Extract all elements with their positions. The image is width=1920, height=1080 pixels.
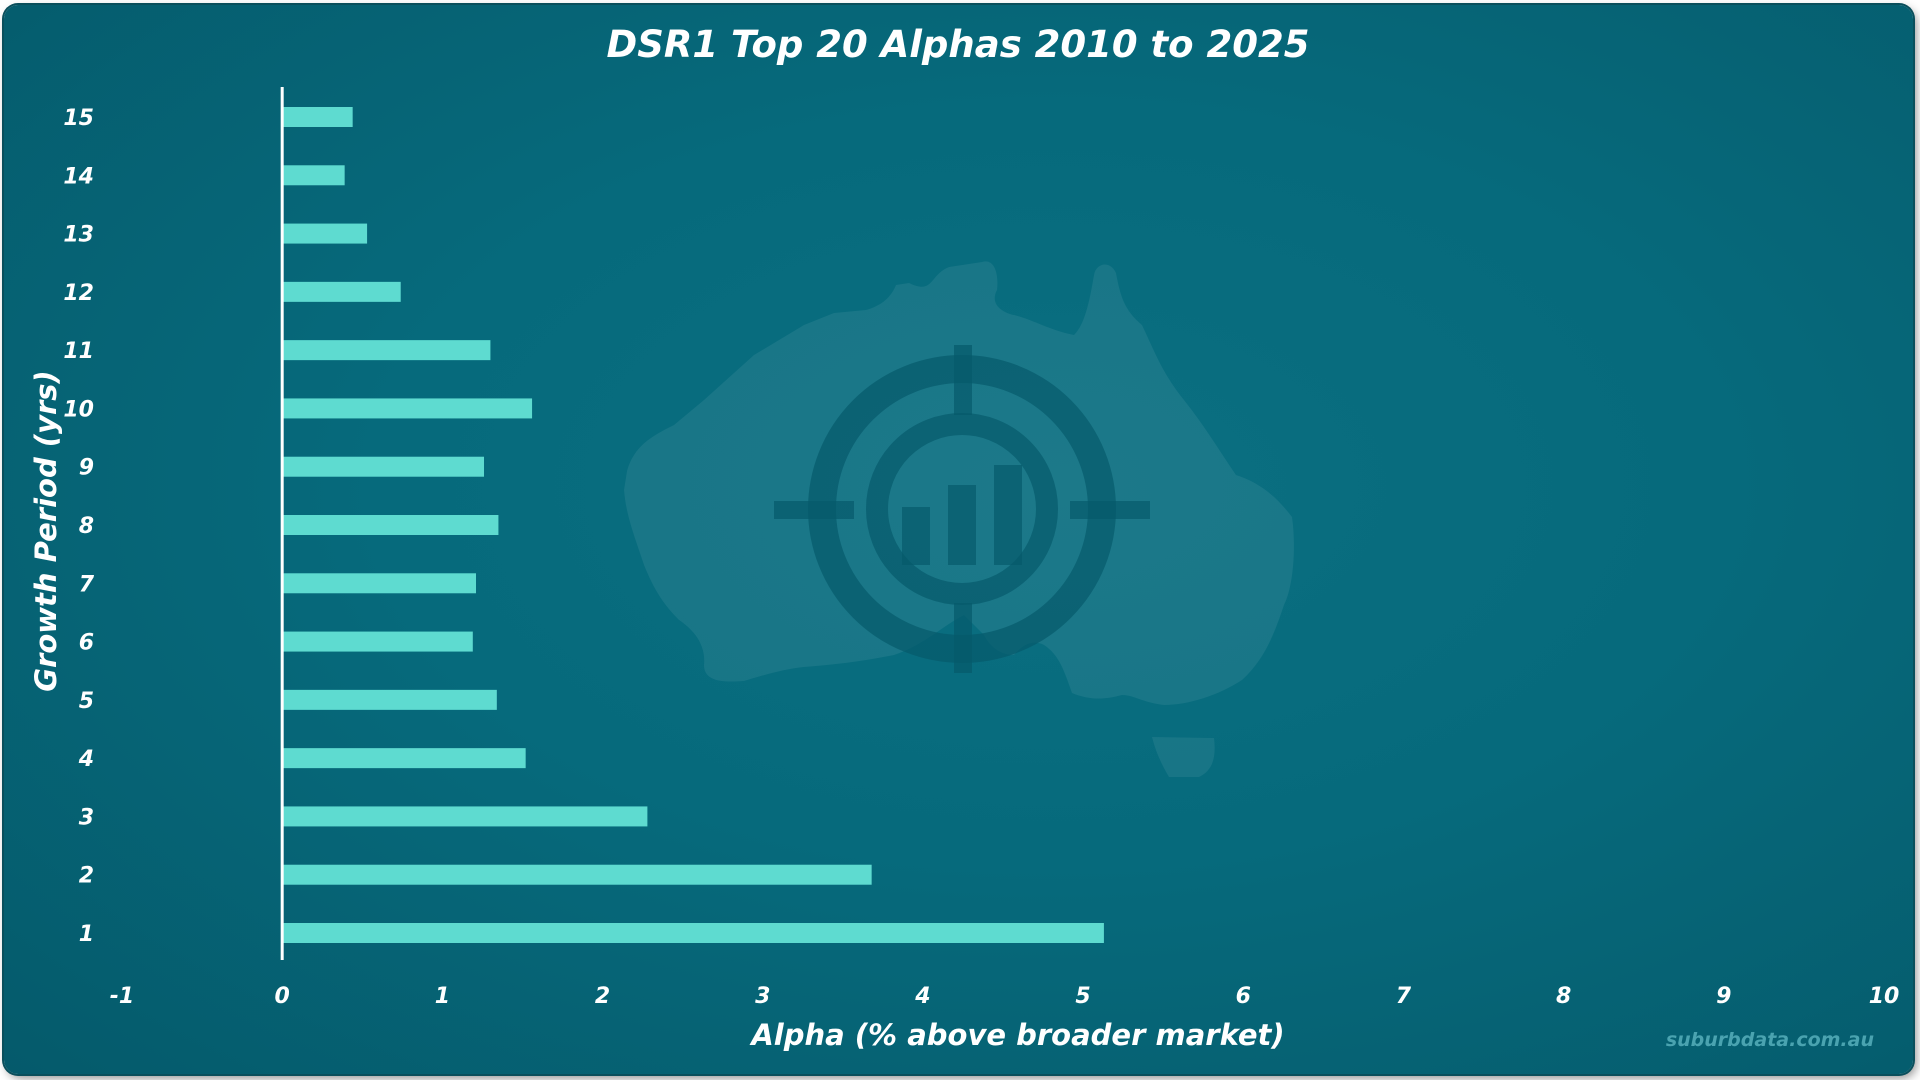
bar-period-10 — [282, 398, 533, 419]
y-tick-label: 5 — [79, 689, 94, 714]
bar-period-14 — [282, 165, 345, 186]
bar-period-2 — [282, 864, 872, 885]
x-tick-labels: -1 0 1 2 3 4 5 6 7 8 9 10 — [110, 984, 1900, 1009]
x-tick-label: 3 — [755, 984, 770, 1009]
y-axis-title: Growth Period (yrs) — [29, 370, 63, 692]
chart-frame: DSR1 Top 20 Alphas 2010 to 2025 Growth P… — [4, 5, 1913, 1074]
x-tick-label: 4 — [914, 984, 930, 1009]
x-tick-label: 8 — [1556, 984, 1571, 1009]
x-tick-label: 1 — [435, 984, 450, 1009]
y-tick-label: 11 — [63, 339, 94, 364]
credit-text: suburbdata.com.au — [1666, 1029, 1874, 1051]
y-tick-label: 12 — [63, 281, 94, 306]
bar-period-6 — [282, 631, 473, 652]
bar-period-15 — [282, 107, 353, 127]
y-tick-label: 13 — [63, 223, 94, 248]
y-tick-label: 2 — [79, 864, 94, 889]
x-axis-title: Alpha (% above broader market) — [749, 1018, 1284, 1052]
y-tick-label: 6 — [79, 631, 94, 656]
y-tick-label: 3 — [79, 805, 94, 830]
bar-period-5 — [282, 689, 497, 710]
x-tick-label: 0 — [275, 984, 290, 1009]
bar-period-7 — [282, 573, 477, 594]
bar-period-4 — [282, 748, 526, 769]
y-tick-label: 1 — [79, 922, 94, 947]
x-tick-label: 2 — [595, 984, 610, 1009]
y-tick-label: 9 — [79, 456, 94, 481]
chart-title: DSR1 Top 20 Alphas 2010 to 2025 — [607, 23, 1310, 66]
x-tick-label: -1 — [110, 984, 134, 1009]
y-tick-label: 14 — [63, 164, 94, 189]
x-tick-label: 9 — [1716, 984, 1731, 1009]
y-tick-label: 10 — [63, 397, 94, 422]
x-tick-label: 10 — [1869, 984, 1900, 1009]
y-tick-label: 15 — [63, 106, 94, 131]
bar-period-11 — [282, 340, 491, 361]
y-tick-label: 8 — [79, 514, 94, 539]
bar-period-12 — [282, 281, 401, 302]
x-tick-label: 6 — [1236, 984, 1251, 1009]
bar-period-3 — [282, 806, 648, 827]
australia-map-target-icon — [624, 261, 1294, 777]
chart-svg: DSR1 Top 20 Alphas 2010 to 2025 Growth P… — [29, 23, 1900, 1052]
x-tick-label: 5 — [1075, 984, 1090, 1009]
y-tick-label: 4 — [78, 747, 94, 772]
bar-period-1 — [282, 923, 1104, 943]
bars-group — [282, 107, 1104, 943]
bar-period-13 — [282, 223, 368, 244]
x-tick-label: 7 — [1396, 984, 1412, 1009]
bar-period-9 — [282, 456, 485, 477]
y-tick-label: 7 — [79, 572, 95, 597]
bar-period-8 — [282, 515, 499, 535]
